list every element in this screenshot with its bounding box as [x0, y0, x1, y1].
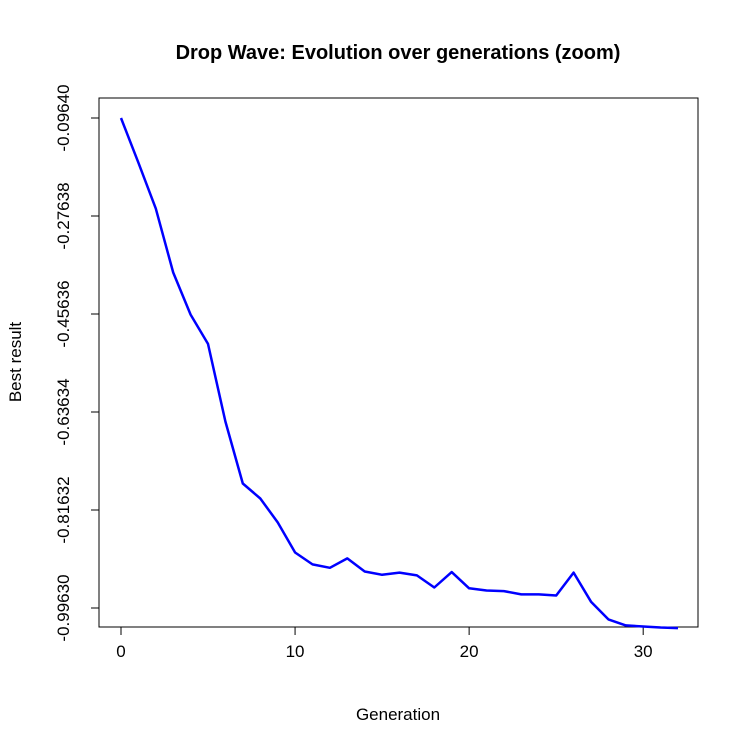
series-layer: [119, 117, 679, 630]
y-tick-label: -0.45636: [54, 280, 73, 347]
y-tick-label: -0.81632: [54, 476, 73, 543]
y-tick-label: -0.27638: [54, 182, 73, 249]
y-tick-label: -0.09640: [54, 84, 73, 151]
plot-frame: [98, 97, 699, 628]
y-axis: -0.09640 -0.27638 -0.45636 -0.63634 -0.81632…: [54, 84, 99, 642]
y-tick-label: -0.99630: [54, 574, 73, 641]
chart-title: Drop Wave: Evolution over generations (z…: [176, 42, 621, 64]
x-tick-label: 20: [460, 642, 479, 661]
x-tick-label: 0: [116, 642, 125, 661]
x-tick-label: 10: [286, 642, 305, 661]
y-tick-label: -0.63634: [54, 378, 73, 445]
x-axis: 0 10 20 30: [116, 627, 653, 661]
x-axis-label: Generation: [356, 705, 440, 724]
series-line: [119, 117, 679, 630]
x-tick-label: 30: [634, 642, 653, 661]
y-axis-label: Best result: [6, 322, 25, 403]
